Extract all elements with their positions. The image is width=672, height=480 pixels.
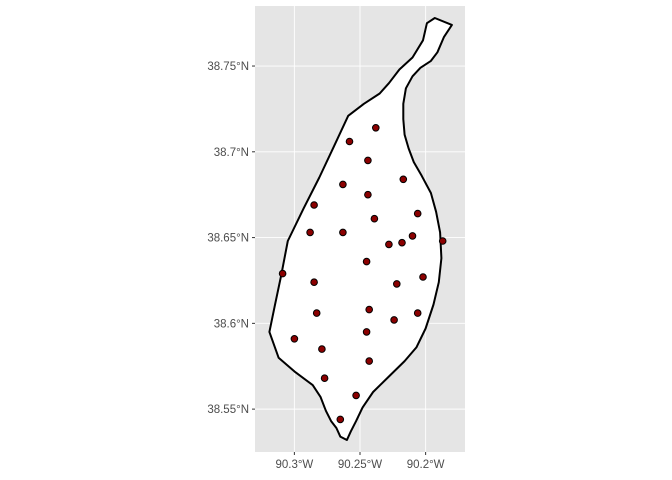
- data-point: [290, 335, 299, 343]
- city-boundary: [268, 17, 453, 441]
- x-axis: 90.3°W 90.25°W 90.2°W: [275, 452, 445, 471]
- data-point: [362, 328, 371, 336]
- x-tick-label: 90.25°W: [338, 459, 382, 471]
- x-tick-label: 90.2°W: [407, 459, 445, 471]
- data-point: [364, 190, 372, 199]
- y-tick-label: 38.6°N: [214, 318, 249, 330]
- data-point: [336, 415, 345, 424]
- data-point: [362, 257, 371, 266]
- data-point: [320, 374, 329, 383]
- data-point: [438, 237, 447, 245]
- data-point: [393, 280, 401, 288]
- y-tick-label: 38.55°N: [207, 404, 249, 416]
- data-point: [419, 273, 427, 281]
- data-point: [399, 175, 408, 184]
- data-point: [312, 309, 321, 317]
- data-point: [398, 238, 406, 247]
- data-point: [339, 228, 347, 237]
- data-point: [413, 209, 422, 218]
- data-point: [390, 316, 398, 324]
- data-point: [365, 305, 374, 314]
- data-point: [364, 156, 372, 165]
- x-tick-label: 90.3°W: [275, 459, 313, 471]
- data-point: [352, 391, 360, 400]
- data-point: [339, 180, 347, 189]
- data-point: [365, 357, 374, 365]
- data-point: [318, 345, 326, 353]
- y-tick-label: 38.7°N: [214, 147, 249, 159]
- data-point: [370, 214, 379, 223]
- data-point: [306, 228, 314, 237]
- data-point: [372, 124, 380, 132]
- y-axis: 38.75°N 38.7°N 38.65°N 38.6°N 38.55°N: [207, 61, 255, 416]
- data-point: [310, 278, 318, 287]
- data-point: [345, 137, 354, 146]
- data-point: [385, 240, 393, 249]
- data-point: [408, 232, 417, 240]
- point-layer: [278, 124, 447, 424]
- y-tick-label: 38.75°N: [207, 61, 249, 73]
- data-point: [413, 309, 422, 317]
- data-point: [278, 269, 287, 278]
- data-point: [310, 201, 318, 209]
- y-tick-label: 38.65°N: [207, 233, 249, 245]
